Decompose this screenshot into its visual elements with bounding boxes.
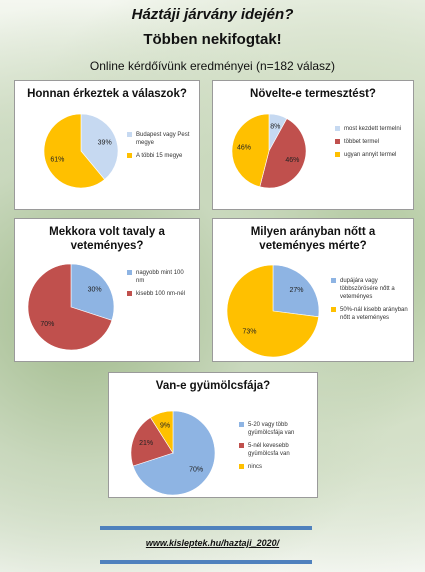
legend-item: 5-nél kevesebb gyümölcsfa van <box>239 442 311 458</box>
legend-swatch <box>239 464 244 469</box>
legend-swatch <box>335 152 340 157</box>
pie-chart: 70% 21% 9% <box>130 410 216 496</box>
legend-swatch <box>127 153 132 158</box>
pie-chart: 39% 61% <box>43 113 119 189</box>
legend-swatch <box>331 278 336 283</box>
pie-slice <box>272 264 320 318</box>
legend-swatch <box>127 291 132 296</box>
legend-label: ugyan annyit termel <box>344 152 397 158</box>
legend-label: dupájára vagy többszörösére nőtt a vetem… <box>340 278 395 300</box>
chart-panel: Milyen arányban nőtt a veteményes mérte?… <box>212 218 414 362</box>
legend-label: nincs <box>248 464 263 470</box>
pie-chart: 30% 70% <box>27 263 115 351</box>
legend-label: 50%-nál kisebb arányban nőtt a veteménye… <box>340 307 408 321</box>
pie-chart: 27% 73% <box>226 264 320 358</box>
legend-label: 5-nél kevesebb gyümölcsfa van <box>248 443 290 457</box>
slice-label: 8% <box>270 123 280 130</box>
slice-label: 73% <box>243 329 257 336</box>
pie-slice <box>226 264 319 358</box>
slice-label: 9% <box>160 422 170 429</box>
slice-label: 61% <box>50 156 64 163</box>
chart-title: Honnan érkeztek a válaszok? <box>27 88 187 100</box>
chart-title: Milyen arányban nőtt a veteményes mérte? <box>250 226 376 252</box>
legend: Budapest vagy Pest megye A többi 15 megye <box>127 131 197 165</box>
legend-item: Budapest vagy Pest megye <box>127 131 197 147</box>
slice-label: 30% <box>88 287 102 294</box>
chart-panel: Növelte-e termesztést? 8% 46% 46% most kezde… <box>212 80 414 210</box>
legend-swatch <box>127 270 132 275</box>
chart-title: Mekkora volt tavaly a veteményes? <box>49 226 165 252</box>
pie-slice <box>43 113 106 189</box>
pie-slice <box>150 410 174 455</box>
legend-item: dupájára vagy többszörösére nőtt a vetem… <box>331 277 411 301</box>
slice-label: 39% <box>98 139 112 146</box>
link[interactable]: www.kisleptek.hu/haztaji_2020/ <box>145 538 280 548</box>
legend-item: nagyobb mint 100 nm <box>127 269 187 285</box>
slice-label: 27% <box>289 287 303 294</box>
subtitle: Online kérdőívünk eredményei (n=182 vála… <box>89 59 336 73</box>
legend-item: többet termel <box>335 138 409 146</box>
legend-swatch <box>335 126 340 131</box>
chart-title: Növelte-e termesztést? <box>250 88 376 100</box>
pie-slice <box>231 113 270 188</box>
legend-label: 5-20 vagy több gyümölcsfája van <box>248 422 295 436</box>
slice-label: 46% <box>237 145 251 152</box>
slice-label: 21% <box>139 440 153 447</box>
legend-label: többet termel <box>344 139 380 145</box>
chart-panel: Mekkora volt tavaly a veteményes? 30% 70% n… <box>14 218 200 362</box>
legend-item: 5-20 vagy több gyümölcsfája van <box>239 421 311 437</box>
legend-swatch <box>127 132 132 137</box>
legend-label: Budapest vagy Pest megye <box>136 132 190 146</box>
legend-item: kisebb 100 nm-nél <box>127 290 187 298</box>
legend-swatch <box>331 307 336 312</box>
legend-item: most kezdett termelni <box>335 125 409 133</box>
divider <box>100 526 312 530</box>
legend-swatch <box>239 443 244 448</box>
pie-slice <box>130 417 174 467</box>
legend-label: nagyobb mint 100 nm <box>136 270 184 284</box>
slice-label: 70% <box>40 321 54 328</box>
chart-title: Van-e gyümölcsfája? <box>155 380 271 392</box>
chart-panel: Honnan érkeztek a válaszok? 39% 61% Budapes… <box>14 80 200 210</box>
divider <box>100 560 312 564</box>
legend-label: kisebb 100 nm-nél <box>136 291 186 297</box>
slice-label: 70% <box>189 467 203 474</box>
legend: 5-20 vagy több gyümölcsfája van 5-nél kev… <box>239 421 311 476</box>
legend: most kezdett termelni többet termel ugyan … <box>335 125 409 164</box>
pie-slice <box>70 263 115 321</box>
legend-item: ugyan annyit termel <box>335 151 409 159</box>
legend-item: nincs <box>239 463 311 471</box>
legend-swatch <box>239 422 244 427</box>
legend-item: A többi 15 megye <box>127 152 197 160</box>
legend: dupájára vagy többszörösére nőtt a vetem… <box>331 277 411 327</box>
slice-label: 46% <box>285 157 299 164</box>
pie-slice <box>132 410 216 496</box>
title-line: Háztáji járvány idején? <box>131 6 294 23</box>
legend-label: A többi 15 megye <box>136 153 183 159</box>
pie-slice <box>27 263 113 351</box>
pie-slice <box>80 113 119 180</box>
legend-label: most kezdett termelni <box>344 126 402 132</box>
legend: nagyobb mint 100 nm kisebb 100 nm-nél <box>127 269 187 303</box>
title-line: Többen nekifogtak! <box>143 31 282 48</box>
pie-chart: 8% 46% 46% <box>231 113 307 189</box>
pie-slice <box>259 118 307 189</box>
legend-swatch <box>335 139 340 144</box>
legend-item: 50%-nál kisebb arányban nőtt a veteménye… <box>331 306 411 322</box>
chart-panel: Van-e gyümölcsfája? 70% 21% 9% 5-20 vagy töb… <box>108 372 318 498</box>
